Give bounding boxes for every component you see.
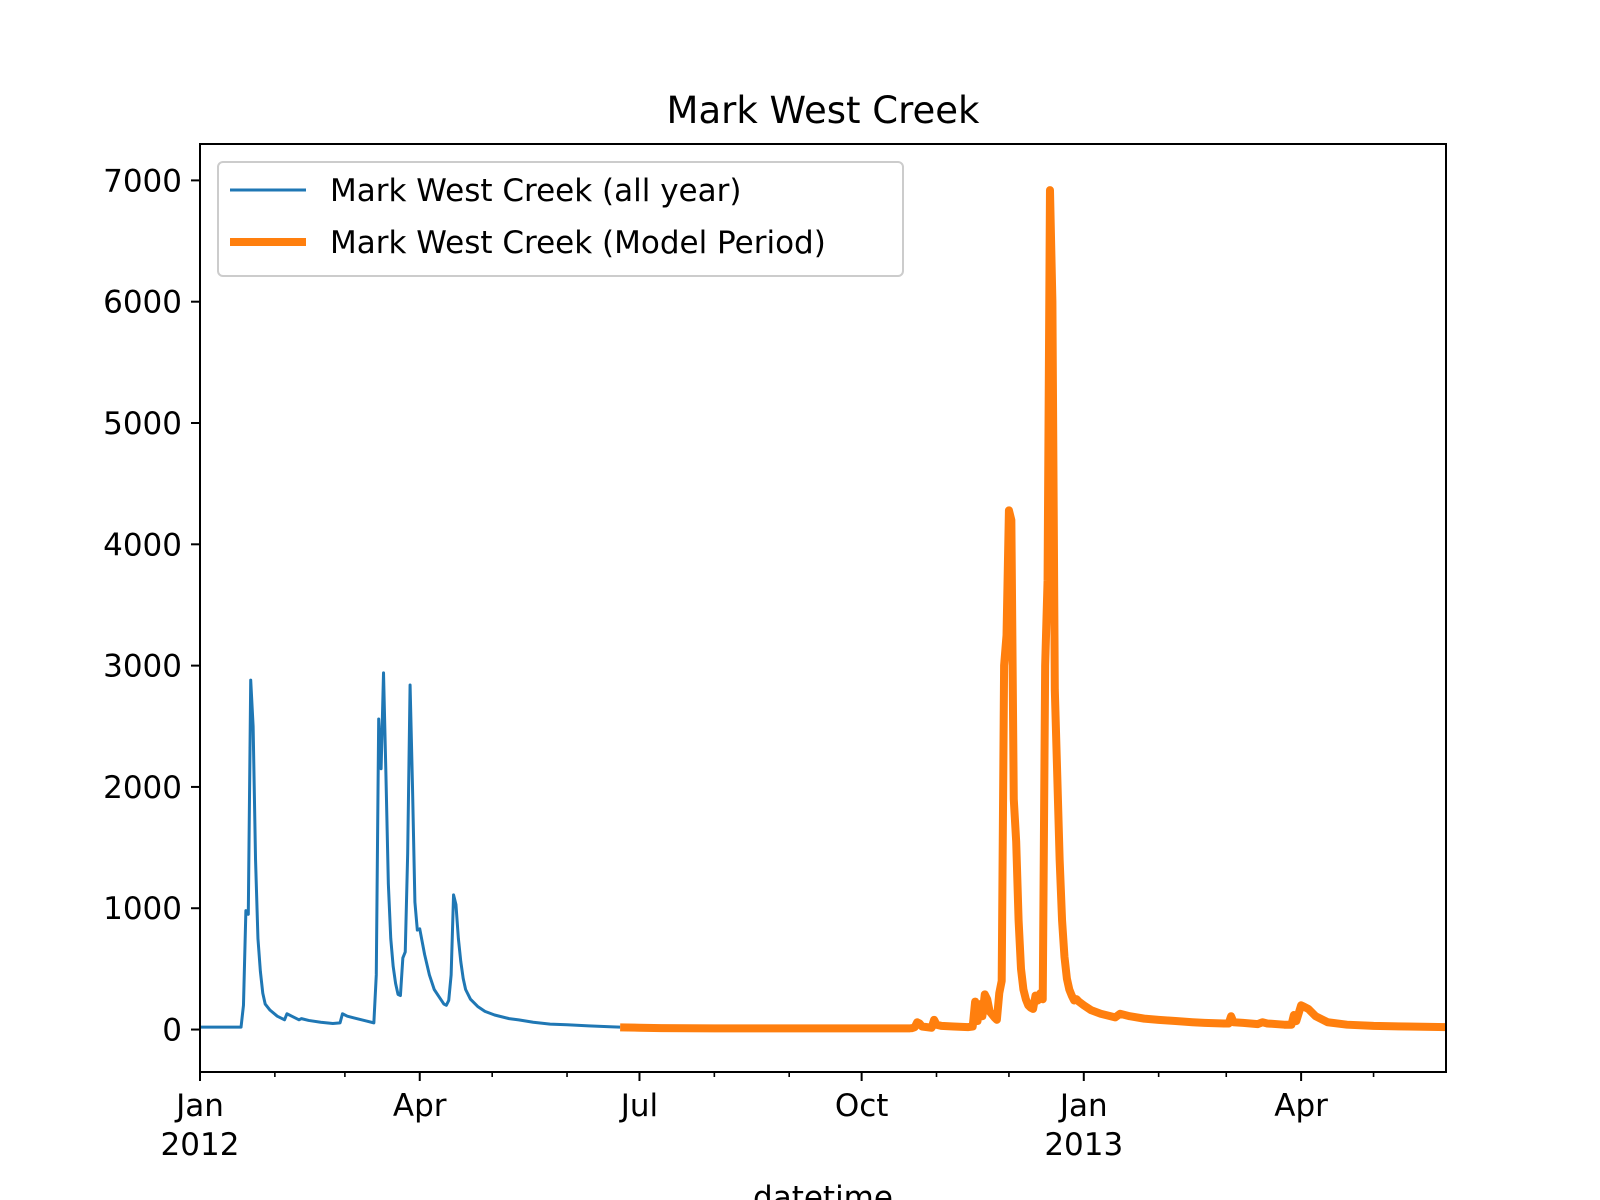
- y-tick-label: 4000: [103, 527, 182, 563]
- y-tick-label: 0: [162, 1013, 182, 1049]
- x-tick-label: Jan: [1058, 1088, 1108, 1124]
- x-tick-year-label: 2012: [161, 1127, 240, 1163]
- y-tick-label: 5000: [103, 406, 182, 442]
- x-tick-year-label: 2013: [1044, 1127, 1123, 1163]
- x-tick-label: Apr: [393, 1088, 447, 1124]
- series-line-1: [620, 186, 1446, 1033]
- x-tick-label: Jan: [174, 1088, 224, 1124]
- x-axis-label: datetime: [753, 1180, 893, 1200]
- y-tick-label: 7000: [103, 163, 182, 199]
- x-tick-label: Jul: [619, 1088, 658, 1124]
- x-tick-label: Oct: [835, 1088, 889, 1124]
- y-tick-label: 3000: [103, 649, 182, 685]
- series-line-0: [200, 671, 621, 1029]
- plot-frame: [199, 143, 1447, 1073]
- legend-label-all-year: Mark West Creek (all year): [330, 173, 741, 209]
- legend-box: [217, 161, 904, 277]
- y-axis: 0 1000 2000 3000 4000 5000 6000 7000: [103, 163, 200, 1049]
- legend: Mark West Creek (all year) Mark West Cre…: [217, 161, 904, 277]
- legend-label-model-period: Mark West Creek (Model Period): [330, 225, 826, 261]
- chart-title: Mark West Creek: [667, 89, 980, 132]
- y-tick-label: 6000: [103, 285, 182, 321]
- y-tick-label: 2000: [103, 770, 182, 806]
- y-tick-label: 1000: [103, 891, 182, 927]
- x-tick-label: Apr: [1274, 1088, 1328, 1124]
